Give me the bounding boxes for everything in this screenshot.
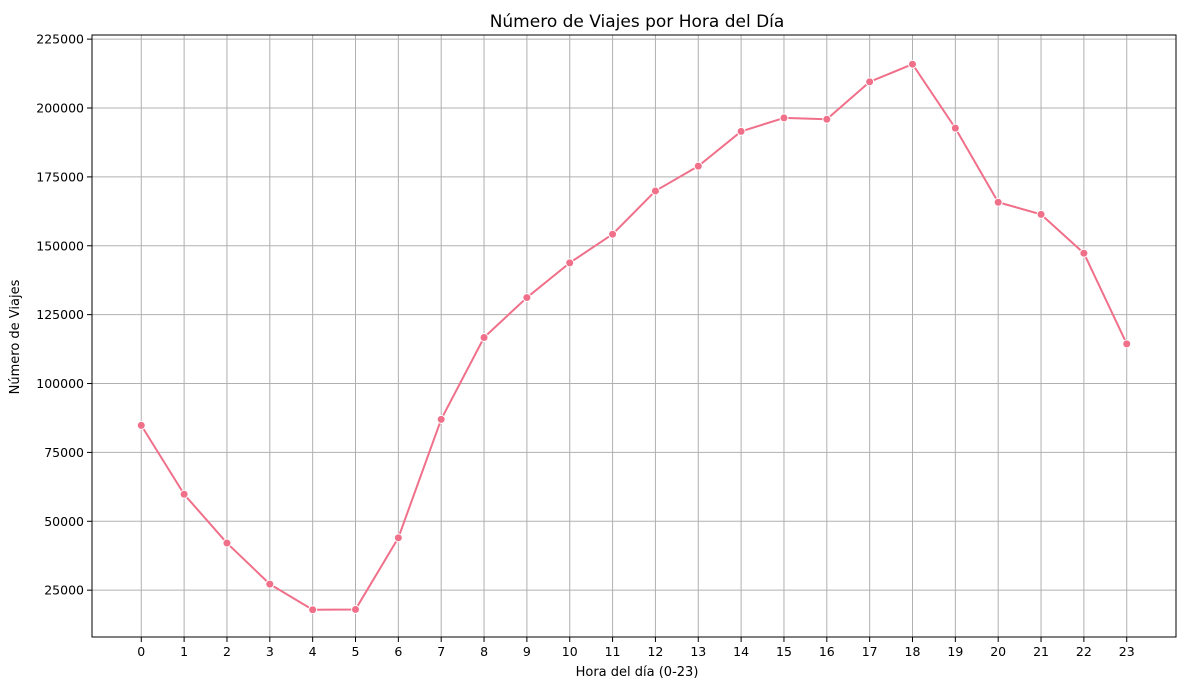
x-tick-label: 7	[437, 644, 445, 659]
data-point	[822, 114, 832, 124]
data-point	[222, 538, 232, 548]
data-point	[779, 113, 789, 123]
chart-title: Número de Viajes por Hora del Día	[490, 12, 785, 32]
x-tick-label: 21	[1033, 644, 1049, 659]
x-tick-label: 16	[819, 644, 835, 659]
y-tick-label: 125000	[36, 307, 84, 322]
x-tick-label: 1	[180, 644, 188, 659]
data-point	[950, 123, 960, 133]
data-point	[308, 605, 318, 615]
y-tick-label: 100000	[36, 376, 84, 391]
x-tick-label: 13	[690, 644, 706, 659]
data-point	[865, 77, 875, 87]
x-tick-label: 5	[352, 644, 360, 659]
data-point	[650, 186, 660, 196]
x-tick-label: 4	[309, 644, 317, 659]
x-tick-label: 9	[523, 644, 531, 659]
plot-frame	[91, 34, 1177, 638]
x-tick-label: 12	[647, 644, 663, 659]
y-tick-label: 75000	[44, 445, 84, 460]
data-point	[351, 604, 361, 614]
data-point	[1036, 209, 1046, 219]
data-point	[565, 258, 575, 268]
y-axis-label: Número de Viajes	[8, 279, 23, 394]
data-point	[436, 414, 446, 424]
series-line	[140, 63, 1128, 611]
data-point	[608, 229, 618, 239]
grid-lines	[92, 35, 1176, 637]
data-point	[479, 333, 489, 343]
data-point	[393, 533, 403, 543]
x-tick-label: 14	[733, 644, 749, 659]
data-point	[179, 489, 189, 499]
x-tick-label: 22	[1076, 644, 1092, 659]
series-layer	[136, 59, 1132, 615]
y-tick-label: 150000	[36, 238, 84, 253]
x-tick-label: 6	[394, 644, 402, 659]
data-point	[693, 161, 703, 171]
x-tick-label: 8	[480, 644, 488, 659]
x-tick-label: 23	[1119, 644, 1135, 659]
data-point	[1122, 339, 1132, 349]
data-point	[522, 293, 532, 303]
y-tick-label: 50000	[44, 514, 84, 529]
data-point	[993, 197, 1003, 207]
data-point	[265, 579, 275, 589]
x-tick-label: 2	[223, 644, 231, 659]
data-point	[136, 420, 146, 430]
x-tick-label: 11	[605, 644, 621, 659]
y-tick-label: 175000	[36, 169, 84, 184]
data-point	[907, 59, 917, 69]
x-tick-label: 15	[776, 644, 792, 659]
y-tick-label: 225000	[36, 32, 84, 47]
y-tick-label: 200000	[36, 101, 84, 116]
x-tick-label: 0	[137, 644, 145, 659]
x-tick-label: 20	[990, 644, 1006, 659]
x-tick-label: 19	[947, 644, 963, 659]
axes: 0 1 2 3 4 5 6 7 8 9 10 11 12 13 14 15 16 17 18 19 20 21 22 2325…	[36, 32, 1177, 659]
y-tick-label: 25000	[44, 583, 84, 598]
data-point	[736, 126, 746, 136]
x-tick-label: 18	[905, 644, 921, 659]
x-tick-label: 3	[266, 644, 274, 659]
x-tick-label: 10	[562, 644, 578, 659]
data-point	[1079, 248, 1089, 258]
x-tick-label: 17	[862, 644, 878, 659]
x-axis-label: Hora del día (0-23)	[576, 665, 699, 680]
